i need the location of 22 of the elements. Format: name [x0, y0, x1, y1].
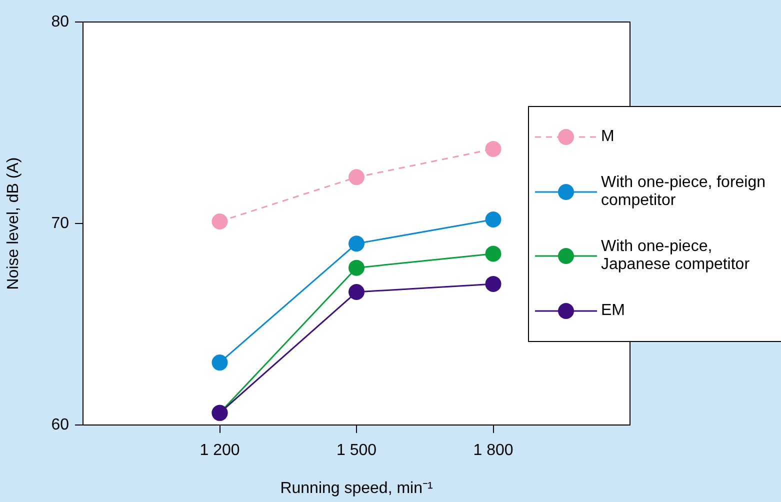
point [348, 284, 364, 300]
y-tick-label: 70 [51, 214, 70, 232]
point [212, 213, 228, 230]
y-axis-title: Noise level, dB (A) [5, 157, 22, 290]
legend-label: With one-piece, foreign competitor [601, 174, 767, 210]
legend-label: EM [601, 302, 626, 320]
legend-label: M [601, 128, 616, 146]
point [485, 246, 502, 262]
x-axis-title: Running speed, min⁻¹ [280, 480, 433, 497]
point [485, 276, 502, 292]
y-tick-label: 80 [51, 13, 70, 30]
legend-label: With one-piece, Japanese competitor [601, 238, 751, 274]
point [348, 260, 364, 276]
x-tick-label: 1 200 [200, 442, 240, 460]
point [348, 236, 364, 252]
point [485, 211, 502, 228]
y-tick-label: 60 [51, 416, 70, 434]
point [485, 140, 502, 157]
point [212, 354, 228, 371]
x-tick-label: 1 500 [336, 442, 377, 460]
point [348, 169, 364, 186]
x-tick-label: 1 800 [473, 442, 514, 460]
